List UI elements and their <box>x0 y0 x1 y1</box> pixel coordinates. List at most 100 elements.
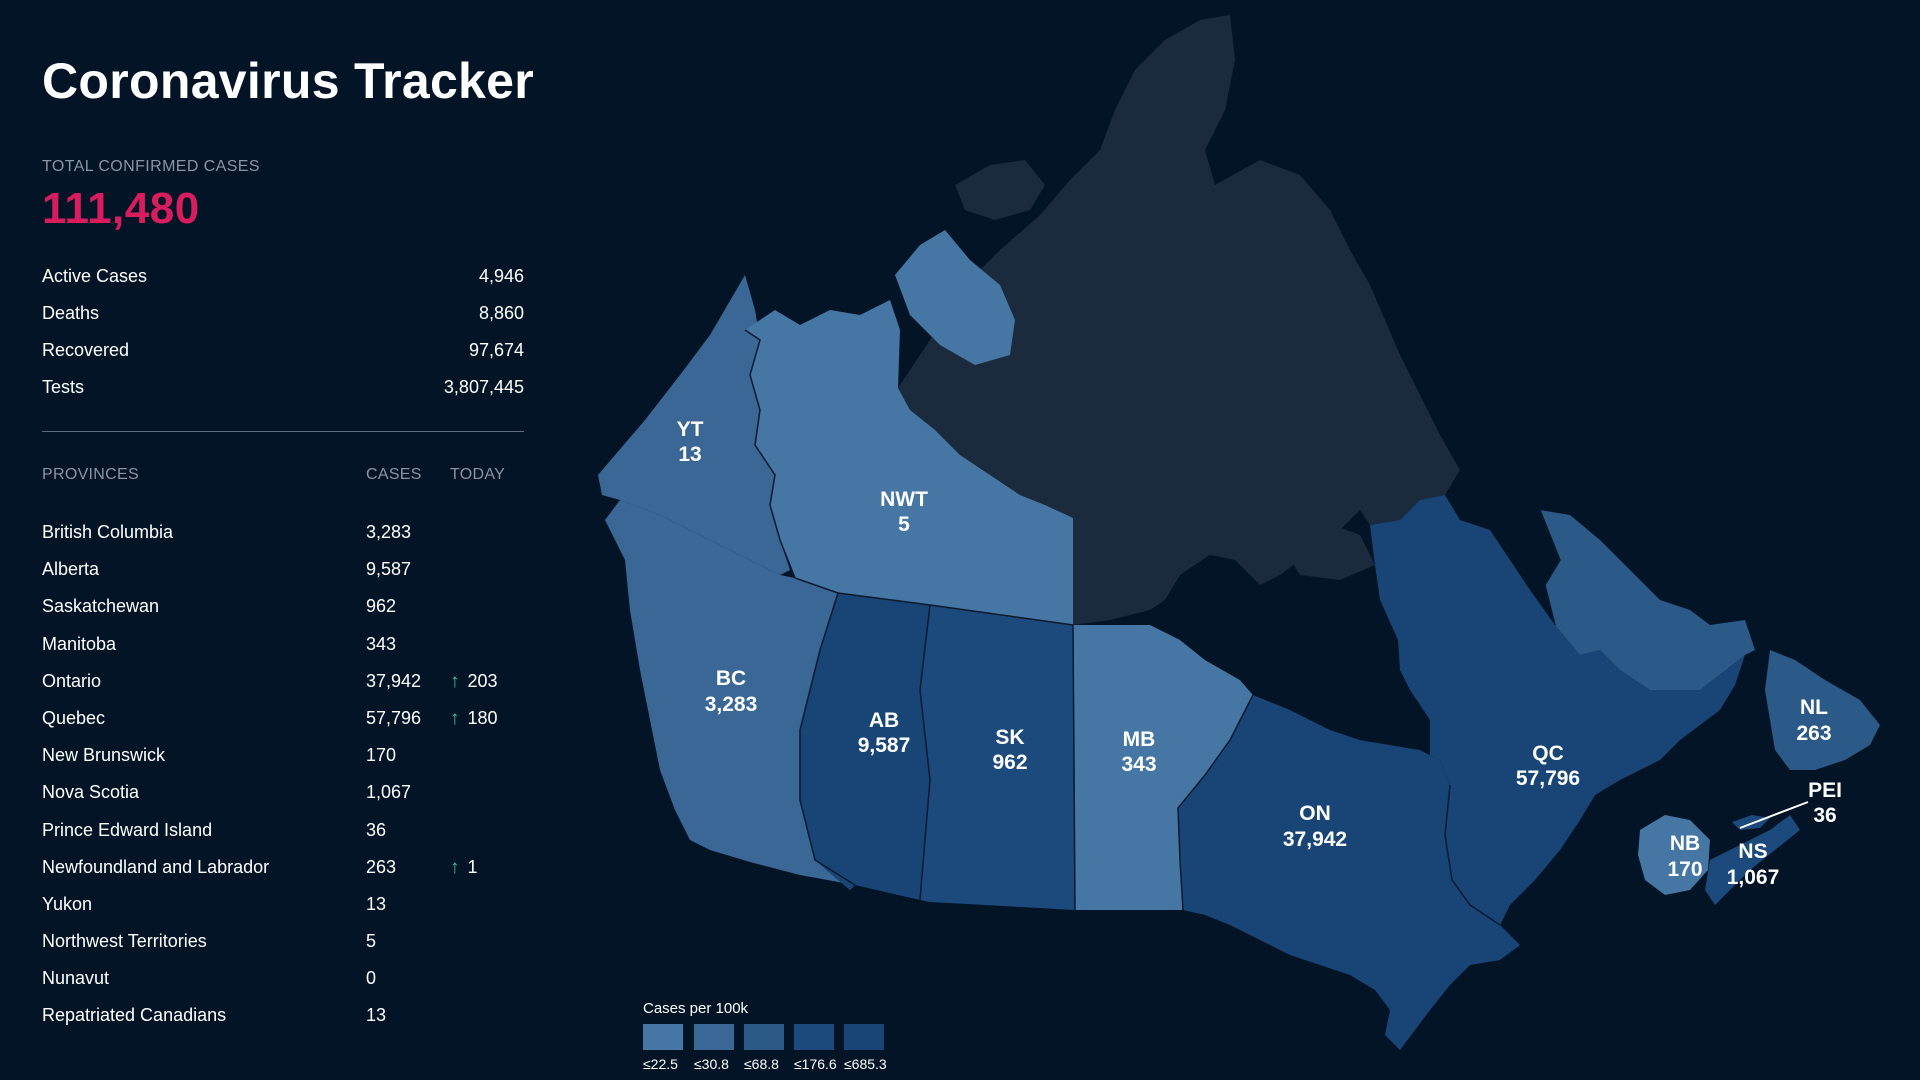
region-nunavut[interactable] <box>898 15 1460 625</box>
map-label-nwt-abbr: NWT <box>880 488 928 511</box>
region-nb[interactable] <box>1638 815 1710 895</box>
table-row[interactable]: Alberta 9,587 <box>42 551 524 588</box>
map-label-nl-abbr: NL <box>1800 696 1828 719</box>
table-row[interactable]: Ontario 37,942 ↑ 203 <box>42 663 524 700</box>
arrow-up-icon: ↑ <box>450 670 460 692</box>
region-newfoundland[interactable] <box>1765 650 1880 770</box>
stat-value: 97,674 <box>468 340 524 360</box>
map-label-nb-value: 170 <box>1667 858 1702 881</box>
map-label-ab-value: 9,587 <box>858 734 911 757</box>
region-bc[interactable] <box>605 500 855 890</box>
table-row[interactable]: New Brunswick 170 <box>42 737 524 774</box>
border-mb-on <box>1177 694 1254 911</box>
province-cases: 57,796 <box>366 707 422 728</box>
region-arctic-island-a <box>955 160 1045 220</box>
region-ab[interactable] <box>800 593 930 900</box>
map-label-yt-value: 13 <box>678 443 701 466</box>
table-row[interactable]: Repatriated Canadians 13 <box>42 997 524 1034</box>
region-nwt-island <box>895 230 1015 365</box>
legend-swatch-5 <box>844 1024 884 1050</box>
table-row[interactable]: Manitoba 343 <box>42 626 524 663</box>
region-arctic-island-b <box>1275 520 1375 580</box>
region-mb[interactable] <box>1073 625 1253 910</box>
stat-value: 8,860 <box>478 303 524 323</box>
map-label-nb-abbr: NB <box>1670 832 1700 855</box>
map-label-mb-value: 343 <box>1121 753 1156 776</box>
map-label-pei-value: 36 <box>1813 804 1836 827</box>
today-value: 203 <box>467 671 498 692</box>
legend-label-1: ≤22.5 <box>643 1056 678 1072</box>
stat-value: 4,946 <box>478 266 524 286</box>
legend-swatch-3 <box>744 1024 784 1050</box>
summary-stats: Active Cases 4,946 Deaths 8,860 Recovere… <box>42 258 524 406</box>
map-labels: YT 13 NWT 5 BC 3,283 AB 9,587 SK 962 MB … <box>677 418 1842 889</box>
region-nwt[interactable] <box>745 300 1073 625</box>
border-yt-nwt <box>744 329 796 579</box>
province-cases: 9,587 <box>366 559 412 580</box>
arrow-up-icon: ↑ <box>450 856 460 878</box>
province-cases: 962 <box>366 596 397 617</box>
table-row[interactable]: Prince Edward Island 36 <box>42 812 524 849</box>
province-name: Northwest Territories <box>42 931 207 952</box>
map-regions <box>598 15 1880 1050</box>
province-name: Manitoba <box>42 633 117 654</box>
table-row[interactable]: British Columbia 3,283 <box>42 514 524 551</box>
province-cases: 263 <box>366 856 397 877</box>
region-qc[interactable] <box>1370 495 1745 925</box>
stat-label: Deaths <box>42 303 100 323</box>
map-label-nl-value: 263 <box>1796 722 1831 745</box>
map-label-on-value: 37,942 <box>1283 828 1347 851</box>
map-label-bc-value: 3,283 <box>705 693 758 716</box>
map-label-nwt-value: 5 <box>898 513 910 536</box>
section-divider <box>42 431 524 432</box>
stat-label: Active Cases <box>42 266 148 286</box>
table-row[interactable]: Northwest Territories 5 <box>42 923 524 960</box>
map-label-mb-abbr: MB <box>1123 728 1156 751</box>
map-label-sk-abbr: SK <box>995 726 1024 749</box>
header-today: TODAY <box>450 466 506 483</box>
region-pei[interactable] <box>1732 815 1770 830</box>
table-row[interactable]: Nova Scotia 1,067 <box>42 774 524 811</box>
province-today: ↑ 203 <box>450 671 498 693</box>
stat-row-recovered: Recovered 97,674 <box>42 332 524 369</box>
map-label-ab-abbr: AB <box>869 709 899 732</box>
province-cases: 1,067 <box>366 782 412 803</box>
table-row[interactable]: Quebec 57,796 ↑ 180 <box>42 700 524 737</box>
region-on[interactable] <box>1178 695 1520 1050</box>
stat-value: 3,807,445 <box>443 377 524 397</box>
province-today: ↑ 1 <box>450 857 478 879</box>
table-row[interactable]: Newfoundland and Labrador 263 ↑ 1 <box>42 849 524 886</box>
map-label-qc-abbr: QC <box>1532 742 1564 765</box>
province-cases: 13 <box>366 893 387 914</box>
border-nwt-provinces <box>794 577 1074 626</box>
province-name: Ontario <box>42 670 102 691</box>
province-cases: 36 <box>366 819 387 840</box>
pei-pointer-line <box>1739 801 1809 829</box>
region-ns[interactable] <box>1705 815 1800 905</box>
province-name: Repatriated Canadians <box>42 1005 227 1026</box>
legend-label-2: ≤30.8 <box>694 1056 729 1072</box>
legend-swatch-2 <box>694 1024 734 1050</box>
provinces-table-header: PROVINCES CASES TODAY <box>42 466 524 488</box>
legend-swatch-4 <box>794 1024 834 1050</box>
province-name: Nova Scotia <box>42 782 140 803</box>
legend-label-5: ≤685.3 <box>844 1056 887 1072</box>
province-name: Newfoundland and Labrador <box>42 856 270 877</box>
region-yukon[interactable] <box>598 275 790 575</box>
hudson-bay <box>1165 555 1430 755</box>
region-sk[interactable] <box>920 605 1075 910</box>
header-cases: CASES <box>366 466 422 483</box>
legend-label-3: ≤68.8 <box>744 1056 779 1072</box>
map-label-yt-abbr: YT <box>677 418 704 441</box>
map-legend: Cases per 100k ≤22.5 ≤30.8 ≤68.8 ≤176.6 … <box>643 1000 943 1076</box>
table-row[interactable]: Saskatchewan 962 <box>42 588 524 625</box>
province-cases: 3,283 <box>366 522 412 542</box>
table-row[interactable]: Yukon 13 <box>42 886 524 923</box>
province-name: Yukon <box>42 893 93 914</box>
region-labrador[interactable] <box>1540 510 1755 690</box>
province-name: Prince Edward Island <box>42 819 213 840</box>
table-row[interactable]: Nunavut 0 <box>42 960 524 997</box>
province-cases: 13 <box>366 1005 387 1026</box>
total-cases-value: 111,480 <box>42 184 200 233</box>
